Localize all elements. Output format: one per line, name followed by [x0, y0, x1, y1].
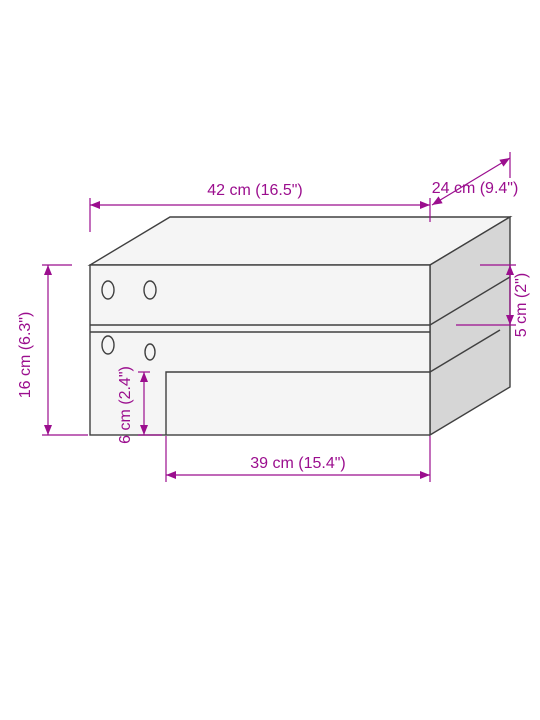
dim-label-shelf_gap: 5 cm (2") [513, 273, 530, 337]
dimension-diagram: 42 cm (16.5") 24 cm (9.4") 16 cm (6.3") 6 c… [0, 0, 540, 720]
dim-label-inner_width: 39 cm (15.4") [250, 455, 346, 472]
dim-height_left: 16 cm (6.3") [17, 265, 88, 435]
product-outline [90, 217, 510, 435]
dim-label-width_top: 42 cm (16.5") [207, 182, 303, 199]
dim-label-depth_top: 24 cm (9.4") [432, 180, 519, 197]
dim-inner_width: 39 cm (15.4") [166, 436, 430, 482]
dim-label-leg_height: 6 cm (2.4") [117, 366, 134, 444]
dim-label-height_left: 16 cm (6.3") [17, 312, 34, 399]
